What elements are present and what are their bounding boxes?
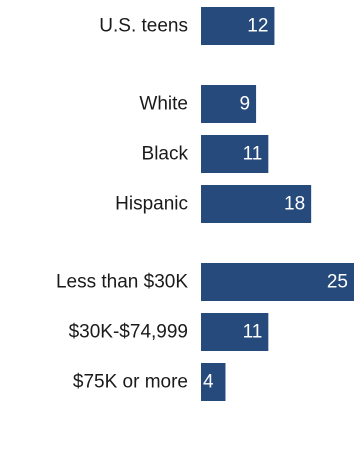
bar-less-than-30k: [201, 263, 354, 301]
category-label-black: Black: [142, 144, 189, 165]
category-label-75k-or-more: $75K or more: [73, 372, 188, 393]
value-label-hispanic: 18: [284, 194, 305, 215]
category-label-white: White: [139, 94, 188, 115]
category-label-hispanic: Hispanic: [115, 194, 188, 215]
bar-75k-or-more: [201, 363, 226, 401]
bar-black: [201, 135, 269, 173]
category-label-less-than-30k: Less than $30K: [56, 272, 188, 293]
value-label-black: 11: [243, 144, 263, 165]
bar-white: [201, 85, 257, 123]
category-label-30k-74-999: $30K-$74,999: [69, 322, 188, 343]
bar-u-s-teens: [201, 7, 275, 45]
bar-hispanic: [201, 185, 312, 223]
category-label-u-s-teens: U.S. teens: [99, 16, 188, 37]
value-label-u-s-teens: 12: [247, 16, 268, 37]
bar-30k-74-999: [201, 313, 269, 351]
value-label-white: 9: [240, 94, 251, 115]
value-label-75k-or-more: 4: [203, 372, 214, 393]
value-label-less-than-30k: 25: [327, 272, 348, 293]
value-label-30k-74-999: 11: [243, 322, 263, 343]
